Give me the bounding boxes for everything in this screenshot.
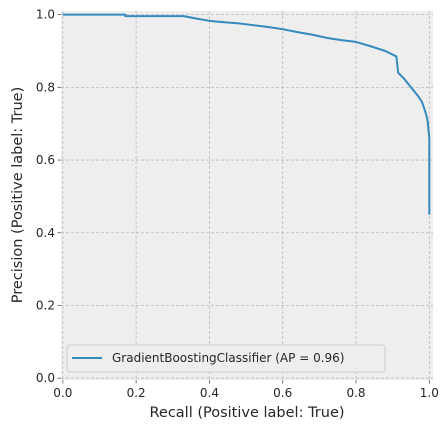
x-tick-label: 0.8 <box>346 386 365 400</box>
y-tick-label: 0.2 <box>36 298 55 312</box>
x-tick-label: 1.0 <box>420 386 439 400</box>
x-tick-label: 0.6 <box>273 386 292 400</box>
x-tick-label: 0.4 <box>200 386 219 400</box>
x-axis-label: Recall (Positive label: True) <box>149 405 344 421</box>
x-tick-label: 0.0 <box>53 386 72 400</box>
grid-lines <box>61 11 433 380</box>
legend-label: GradientBoostingClassifier (AP = 0.96) <box>112 351 344 365</box>
series-group <box>62 13 431 215</box>
x-tick-label: 0.2 <box>127 386 146 400</box>
y-tick-label: 0.4 <box>36 226 55 240</box>
y-tick-label: 0.6 <box>36 153 55 167</box>
series-line-0 <box>62 13 431 215</box>
plot-area <box>61 11 433 380</box>
y-tick-label: 1.0 <box>36 8 55 22</box>
axis-ticks: 0.0 0.2 0.4 0.6 0.8 1.0 0.0 0.2 0.4 0.6 0.8 1.0 <box>36 8 439 400</box>
legend-box <box>66 344 386 373</box>
legend: GradientBoostingClassifier (AP = 0.96) <box>66 344 386 373</box>
y-tick-label: 0.0 <box>36 371 55 385</box>
y-axis-label: Precision (Positive label: True) <box>10 87 26 304</box>
y-tick-label: 0.8 <box>36 80 55 94</box>
